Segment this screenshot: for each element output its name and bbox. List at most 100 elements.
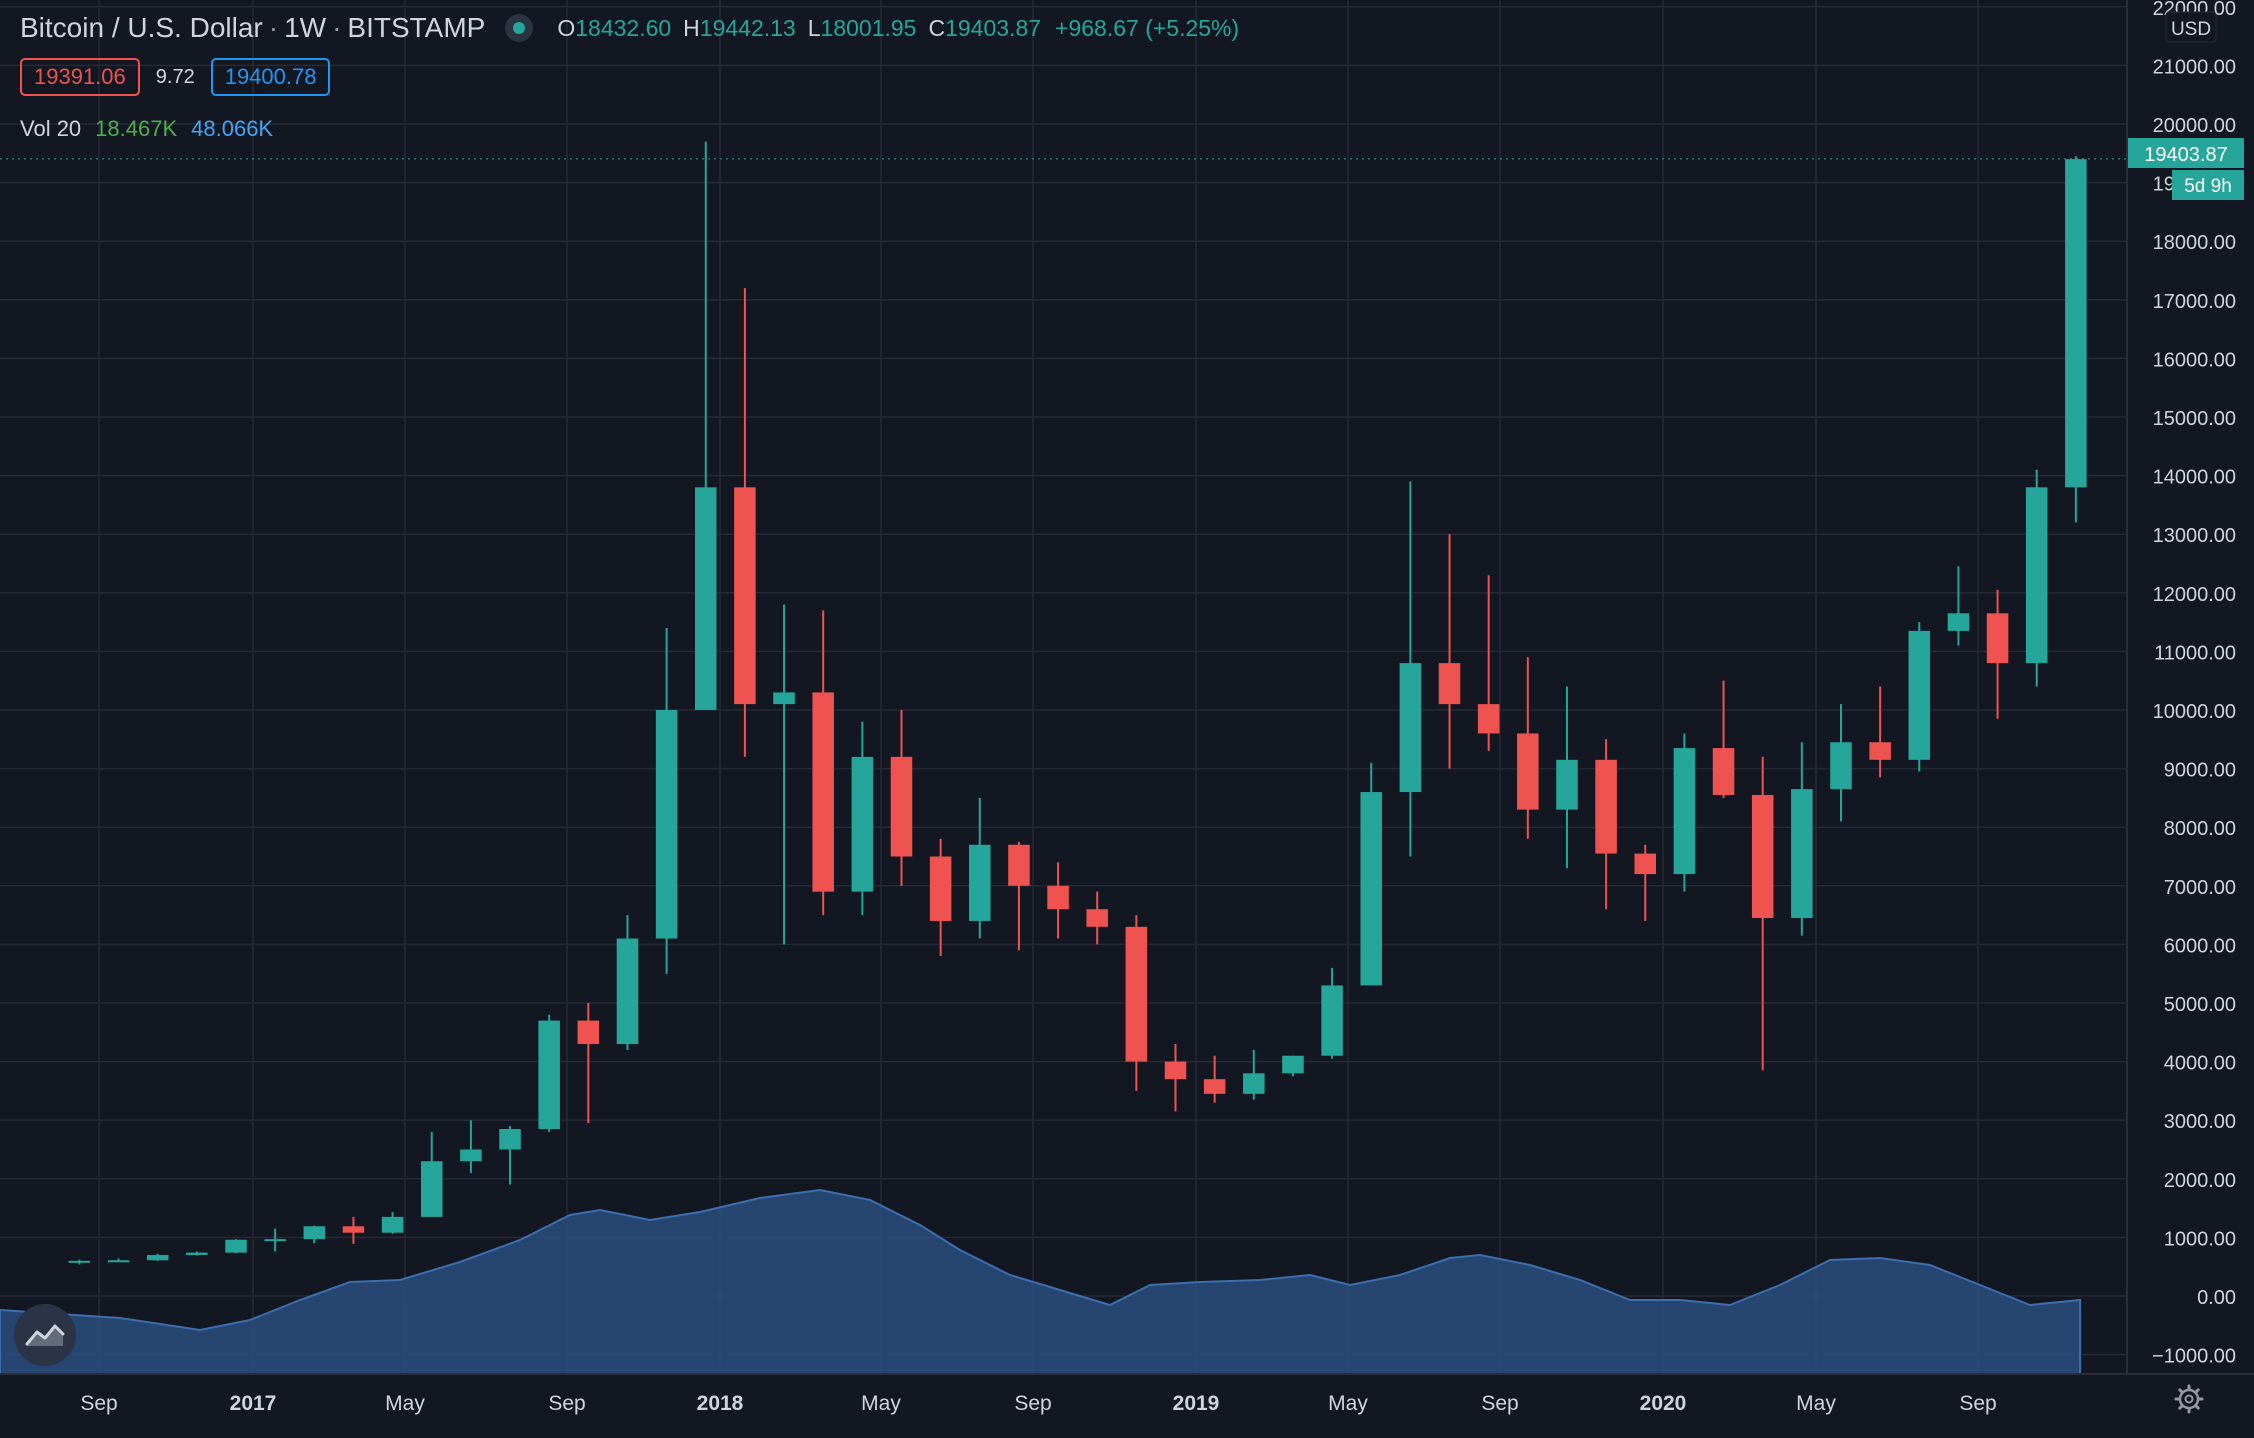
candle-body bbox=[1125, 926, 1148, 1062]
candle-body bbox=[1595, 759, 1617, 854]
volume-area bbox=[0, 1188, 2081, 1375]
bid-ask-row: 19391.06 9.72 19400.78 bbox=[20, 58, 331, 96]
price-tick-label: 6000.00 bbox=[2164, 935, 2236, 957]
time-tick-label: May bbox=[1796, 1392, 1836, 1415]
open-value: 18432.60 bbox=[575, 14, 672, 41]
candle-body bbox=[1712, 748, 1735, 795]
close-value: 19403.87 bbox=[945, 14, 1042, 41]
time-tick-label: Sep bbox=[548, 1392, 585, 1415]
interval-label[interactable]: 1W bbox=[284, 12, 327, 43]
candle-body bbox=[342, 1226, 365, 1233]
candle-body bbox=[1830, 742, 1852, 790]
price-tick-label: 21000.00 bbox=[2153, 56, 2236, 78]
volume-value: 18.467K bbox=[95, 116, 178, 141]
high-label: H bbox=[683, 14, 700, 41]
symbol-name[interactable]: Bitcoin / U.S. Dollar bbox=[20, 12, 263, 43]
candle-body bbox=[1517, 733, 1539, 810]
candle-body bbox=[2025, 487, 2048, 664]
price-tick-label: 15000.00 bbox=[2153, 408, 2236, 430]
grid-lines bbox=[0, 0, 2127, 1374]
low-value: 18001.95 bbox=[820, 14, 917, 41]
candle-body bbox=[734, 487, 756, 705]
candle-body bbox=[499, 1128, 521, 1150]
candle-body bbox=[1282, 1055, 1304, 1074]
price-tick-label: 5000.00 bbox=[2164, 994, 2236, 1016]
price-tick-label: 7000.00 bbox=[2164, 877, 2236, 899]
close-label: C bbox=[928, 14, 946, 41]
price-tick-label: 12000.00 bbox=[2153, 584, 2236, 606]
time-tick-label: Sep bbox=[1014, 1392, 1051, 1415]
candle-body bbox=[2065, 159, 2087, 488]
price-tick-label: 20000.00 bbox=[2153, 115, 2236, 137]
candle-body bbox=[1947, 613, 1970, 631]
price-tick-label: 3000.00 bbox=[2164, 1111, 2236, 1133]
time-tick-label: Sep bbox=[1959, 1392, 1996, 1415]
sell-price-button[interactable]: 19391.06 bbox=[20, 58, 140, 96]
volume-ma-area bbox=[0, 1188, 2081, 1375]
candle-body bbox=[773, 692, 795, 705]
time-tick-label: Sep bbox=[80, 1392, 117, 1415]
last-price-tag: 19403.87 5d 9h bbox=[2128, 138, 2244, 200]
candle-body bbox=[1986, 613, 2009, 664]
candle-body bbox=[186, 1252, 208, 1255]
exchange-label[interactable]: BITSTAMP bbox=[347, 12, 486, 43]
candle-body bbox=[264, 1239, 286, 1242]
price-tick-label: 17000.00 bbox=[2153, 291, 2236, 313]
volume-title[interactable]: Vol 20 bbox=[20, 116, 82, 141]
price-tick-label: 9000.00 bbox=[2164, 760, 2236, 782]
price-tick-label: −1000.00 bbox=[2152, 1346, 2236, 1368]
price-tick-label: 18000.00 bbox=[2153, 232, 2236, 254]
low-label: L bbox=[807, 14, 821, 41]
candle-body bbox=[1673, 748, 1696, 875]
last-price-value: 19403.87 bbox=[2144, 144, 2227, 166]
time-tick-label: 2018 bbox=[697, 1392, 744, 1415]
currency-badge[interactable] bbox=[2165, 11, 2217, 43]
change-value: +968.67 (+5.25%) bbox=[1055, 14, 1240, 41]
price-tick-label: 14000.00 bbox=[2153, 467, 2236, 489]
candle-body bbox=[1751, 794, 1774, 919]
spread-value: 9.72 bbox=[155, 65, 195, 88]
gear-icon[interactable] bbox=[2174, 1384, 2204, 1414]
candle-body bbox=[1477, 704, 1500, 734]
legend-separator: · bbox=[268, 12, 279, 43]
candle-body bbox=[538, 1020, 560, 1129]
candle-body bbox=[381, 1216, 404, 1233]
candle-body bbox=[1556, 759, 1578, 810]
open-label: O bbox=[557, 14, 576, 41]
candle-body bbox=[1399, 663, 1422, 793]
legend-separator: · bbox=[332, 12, 342, 43]
candle-body bbox=[1086, 909, 1108, 927]
candle-body bbox=[1869, 742, 1891, 760]
candle-body bbox=[1908, 630, 1931, 760]
candle-body bbox=[460, 1149, 482, 1162]
candle-body bbox=[1243, 1073, 1265, 1094]
candle-body bbox=[1438, 663, 1461, 705]
candle-body bbox=[1203, 1079, 1226, 1094]
time-tick-label: 2019 bbox=[1173, 1392, 1220, 1415]
time-tick-label: 2017 bbox=[230, 1392, 277, 1415]
bar-countdown: 5d 9h bbox=[2184, 176, 2232, 197]
buy-price-button[interactable]: 19400.78 bbox=[210, 58, 331, 96]
time-tick-label: Sep bbox=[1481, 1392, 1518, 1415]
price-tick-label: 16000.00 bbox=[2153, 349, 2236, 371]
time-axis-labels[interactable]: Sep 2017 May Sep 2018 May Sep 2019 May Sep 2020 May… bbox=[80, 1392, 1996, 1415]
candle-body bbox=[1047, 885, 1069, 910]
candles bbox=[68, 141, 2087, 1265]
candle-body bbox=[812, 692, 834, 892]
market-status-icon[interactable] bbox=[505, 14, 534, 42]
tradingview-logo-icon[interactable] bbox=[14, 1304, 76, 1366]
price-axis-labels[interactable]: 22000.0021000.0020000.0019000.0018000.00… bbox=[2152, 0, 2236, 1368]
price-tick-label: 8000.00 bbox=[2164, 818, 2236, 840]
candle-body bbox=[420, 1161, 443, 1217]
candle-body bbox=[694, 487, 717, 710]
volume-legend[interactable]: Vol 20 18.467K 48.066K bbox=[20, 116, 273, 142]
candle-body bbox=[616, 938, 639, 1045]
time-tick-label: May bbox=[385, 1392, 425, 1415]
candle-body bbox=[1634, 853, 1657, 875]
candle-body bbox=[1321, 985, 1343, 1056]
candle-body bbox=[1164, 1061, 1187, 1080]
candle-body bbox=[303, 1226, 326, 1240]
